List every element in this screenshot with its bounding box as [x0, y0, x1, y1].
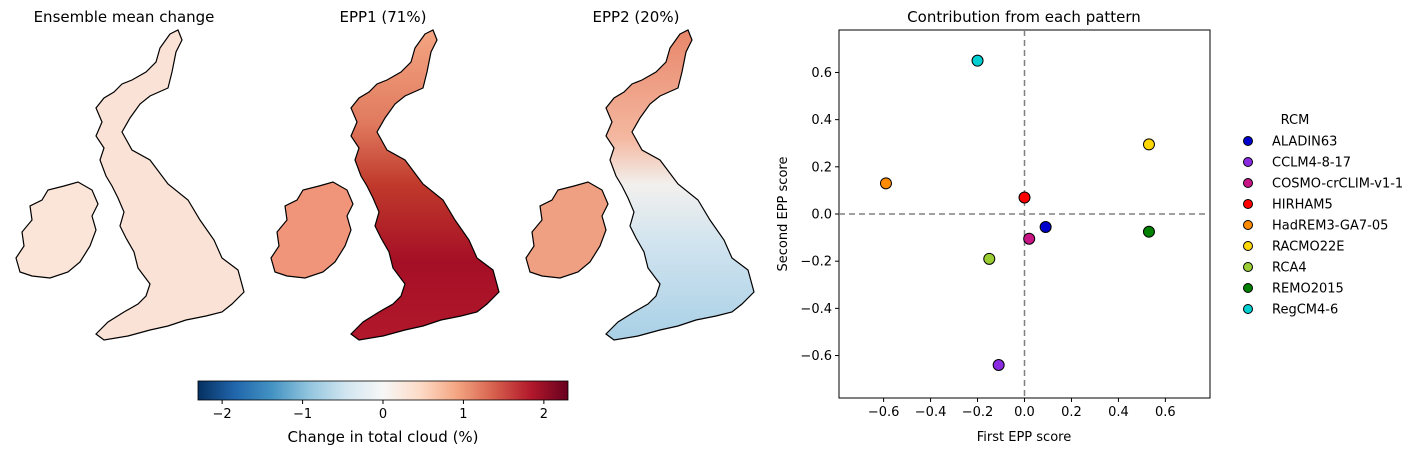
colorbar-tick-label: −2 — [213, 407, 232, 422]
legend-label: REMO2015 — [1272, 282, 1344, 297]
great-britain-map — [350, 29, 500, 341]
y-tick-label: 0.4 — [811, 113, 832, 128]
great-britain-map — [605, 29, 755, 341]
y-tick-label: −0.6 — [800, 349, 832, 364]
ireland-map — [525, 181, 609, 279]
x-axis-label: First EPP score — [977, 430, 1071, 445]
x-tick-label: −0.2 — [962, 405, 994, 420]
point-hadrem3-ga7-05 — [879, 177, 892, 190]
legend-marker — [1243, 241, 1253, 251]
colorbar-tick-label: −1 — [293, 407, 312, 422]
x-tick-label: 0.0 — [1014, 405, 1035, 420]
map-panel-epp2: EPP2 (20%) — [525, 8, 755, 341]
point-hirham5 — [1018, 191, 1031, 204]
legend-label: COSMO-crCLIM-v1-1 — [1272, 177, 1403, 192]
point-rca4 — [983, 252, 996, 265]
map-panel-ensemble-mean: Ensemble mean change — [15, 8, 245, 341]
y-tick-label: 0.0 — [811, 208, 832, 223]
legend-label: RCA4 — [1272, 261, 1307, 276]
legend-marker — [1243, 199, 1253, 209]
legend-marker — [1243, 178, 1253, 188]
y-tick-label: 0.2 — [811, 160, 832, 175]
great-britain-map — [95, 29, 245, 341]
colorbar-tick-label: 0 — [379, 407, 387, 422]
point-regcm4-6 — [971, 54, 984, 67]
x-tick-label: −0.6 — [868, 405, 900, 420]
legend-label: RACMO22E — [1272, 240, 1344, 255]
x-tick-label: 0.6 — [1155, 405, 1176, 420]
scatter-panel: Contribution from each pattern −0.6 −0.4−… — [776, 8, 1211, 445]
legend-label: CCLM4-8-17 — [1272, 156, 1351, 171]
y-tick-label: −0.2 — [800, 255, 832, 270]
x-tick-label: 0.2 — [1061, 405, 1082, 420]
point-cosmo-crclim-v1-1 — [1023, 232, 1036, 245]
y-axis-ticks: −0.6 −0.4 −0.2 0.0 0.2 0.4 0.6 — [800, 66, 839, 364]
legend-marker — [1243, 220, 1253, 230]
legend-label: HadREM3-GA7-05 — [1272, 219, 1388, 234]
colorbar-tick-label: 2 — [540, 407, 548, 422]
y-tick-label: −0.4 — [800, 302, 832, 317]
colorbar-label: Change in total cloud (%) — [287, 428, 478, 446]
colorbar-gradient — [197, 380, 569, 401]
legend-items: ALADIN63 CCLM4-8-17 COSMO-crCLIM-v1-1 HIRHA… — [1243, 135, 1403, 318]
scatter-points — [879, 54, 1155, 371]
map-title: Ensemble mean change — [34, 8, 215, 26]
legend-label: RegCM4-6 — [1272, 303, 1338, 318]
legend-marker — [1243, 157, 1253, 167]
map-title: EPP1 (71%) — [340, 8, 427, 26]
point-aladin63 — [1039, 220, 1052, 233]
ireland-map — [15, 181, 99, 279]
point-remo2015 — [1142, 225, 1155, 238]
reference-lines — [839, 30, 1210, 398]
point-racmo22e — [1142, 138, 1155, 151]
y-axis-label: Second EPP score — [776, 157, 791, 272]
chart-title: Contribution from each pattern — [907, 8, 1141, 26]
map-panel-epp1: EPP1 (71%) — [270, 8, 500, 341]
y-tick-label: 0.6 — [811, 66, 832, 81]
legend-label: ALADIN63 — [1272, 135, 1337, 150]
x-axis-ticks: −0.6 −0.4 −0.2 0.0 0.2 0.4 0.6 — [868, 398, 1176, 420]
legend-title: RCM — [1281, 113, 1310, 128]
point-cclm4-8-17 — [992, 358, 1005, 371]
map-title: EPP2 (20%) — [593, 8, 680, 26]
legend-marker — [1243, 283, 1253, 293]
colorbar-tick-label: 1 — [459, 407, 467, 422]
ireland-map — [270, 181, 354, 279]
legend-label: HIRHAM5 — [1272, 198, 1333, 213]
colorbar: −2 −1 0 1 2 Change in total cloud (%) — [197, 380, 569, 446]
x-tick-label: −0.4 — [915, 405, 947, 420]
legend: RCM ALADIN63 CCLM4-8-17 COSMO-crCLIM-v1-1 H… — [1243, 113, 1403, 318]
legend-marker — [1243, 304, 1253, 314]
legend-marker — [1243, 136, 1253, 146]
legend-marker — [1243, 262, 1253, 272]
colorbar-ticks: −2 −1 0 1 2 — [213, 400, 548, 422]
x-tick-label: 0.4 — [1108, 405, 1129, 420]
